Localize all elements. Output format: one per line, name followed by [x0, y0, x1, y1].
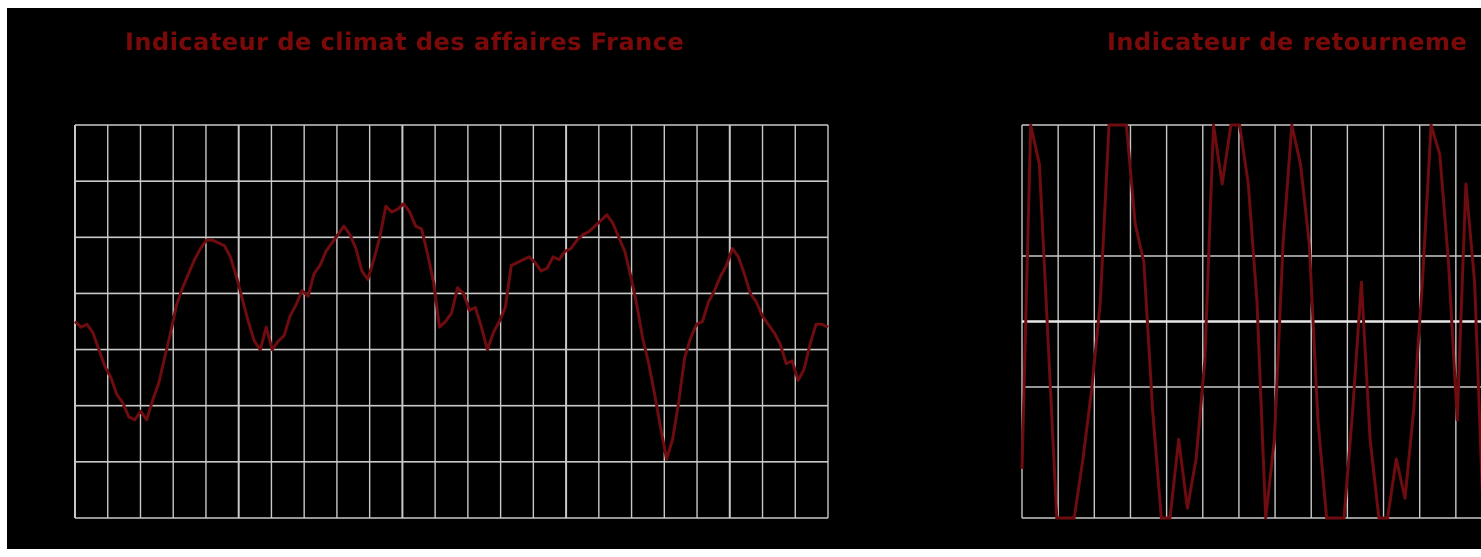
chart-title-left: Indicateur de climat des affaires France	[125, 28, 685, 56]
chart-frame: Indicateur de climat des affaires France…	[7, 8, 1481, 549]
series-line-2	[1020, 123, 1481, 520]
chart-title-right: Indicateur de retourneme	[1107, 28, 1468, 56]
series-line-1	[73, 202, 829, 461]
charts-canvas	[73, 123, 1481, 520]
plot-area-2	[1020, 123, 1481, 520]
plot-area-1	[73, 124, 829, 519]
